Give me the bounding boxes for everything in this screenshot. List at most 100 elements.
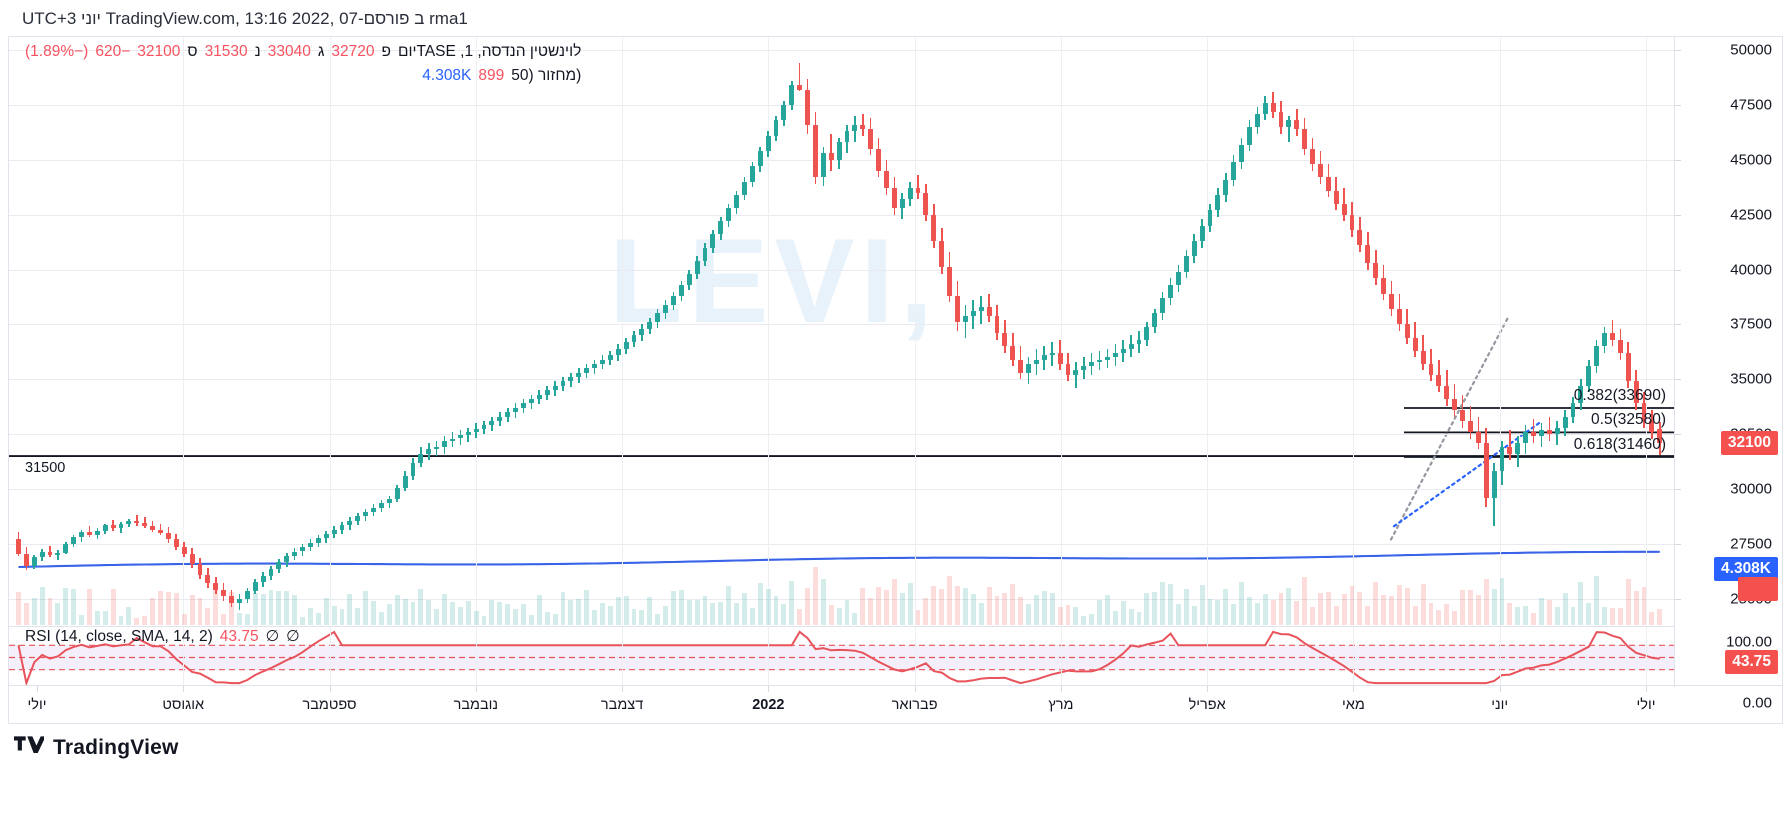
volume-bar (426, 599, 432, 625)
candle-body (371, 507, 376, 512)
volume-badge[interactable]: 4.308K (1714, 557, 1778, 581)
candle-body (670, 295, 676, 305)
volume-bar (1168, 583, 1173, 625)
time-gridline (329, 627, 331, 685)
volume-ma-badge[interactable]: 899 (1738, 577, 1778, 601)
time-tick: יולי (27, 697, 47, 713)
candle-body (426, 449, 432, 454)
rsi-title[interactable]: RSI (14, close, SMA, 14, 2) (25, 628, 213, 645)
candle-body (1128, 344, 1134, 349)
volume-bar (1041, 590, 1047, 625)
price-axis[interactable]: 5000047500450004250040000375003500032500… (1674, 37, 1782, 712)
candle-body (521, 403, 526, 408)
volume-bar (1389, 596, 1394, 625)
volume-bar (102, 611, 108, 625)
high-prefix: ג (317, 43, 325, 60)
candle-body (1175, 271, 1181, 285)
candle-body (1286, 120, 1292, 127)
candle-body (1081, 366, 1087, 371)
candle-body (497, 416, 503, 421)
symbol-label[interactable]: לוינשטין הנדסה, TASE ,1יום (397, 43, 582, 60)
candle-body (205, 574, 211, 584)
volume-bar (962, 587, 968, 625)
time-gridline (1060, 627, 1062, 685)
volume-bar (765, 588, 771, 625)
trendline-gray[interactable] (1389, 314, 1511, 541)
candle-body (55, 552, 61, 555)
volume-bar (726, 585, 732, 625)
candle-body (323, 533, 329, 539)
volume-bar (710, 603, 716, 625)
volume-bar (505, 604, 511, 625)
rsi-value-badge[interactable]: 43.75 (1725, 650, 1778, 675)
candle-body (647, 322, 653, 329)
candle-wick (1611, 320, 1614, 347)
volume-bar (221, 613, 227, 625)
volume-label[interactable]: (מחזור (50 (511, 67, 582, 84)
candle-body (1404, 324, 1410, 338)
volume-bar (805, 587, 810, 625)
price-pane[interactable]: LEVI, 31500 0.382(33690) 0.5(32580) 0.618(3… (9, 37, 1674, 625)
time-tick: יוני (1491, 697, 1509, 713)
candle-body (813, 124, 818, 178)
candle-body (560, 381, 566, 386)
volume-bar (670, 591, 676, 625)
candle-body (1357, 230, 1363, 246)
rsi-extra-2: ∅ (286, 628, 300, 645)
candle-body (655, 313, 661, 323)
last-price-badge[interactable]: 32100 (1720, 430, 1778, 455)
publish-line: rma1 ב פורסם-TradingView.com, 13:16 2022… (22, 9, 468, 28)
volume-bar (126, 606, 132, 625)
support-line-label: 31500 (25, 460, 66, 477)
candle-body (923, 192, 929, 215)
candle-body (1578, 385, 1584, 404)
candle-wick (917, 175, 919, 200)
price-tick-mark (1675, 543, 1681, 545)
time-tick-mark (183, 686, 185, 692)
candle-body (1538, 429, 1544, 437)
candle-body (1554, 427, 1560, 435)
volume-bar (1160, 581, 1166, 625)
time-axis[interactable]: יולי אוגוסט ספטמבר נובמבר דצמבר 2022 פברואר מרץ… (9, 685, 1782, 723)
candle-body (252, 582, 258, 591)
candle-body (726, 208, 732, 222)
volume-bar (1097, 599, 1102, 625)
candle-body (1373, 262, 1379, 279)
candle-body (434, 447, 440, 450)
volume-bar (1175, 603, 1181, 625)
volume-bar (836, 607, 842, 625)
time-gridline (329, 37, 331, 625)
volume-bar (386, 603, 392, 625)
candle-body (986, 306, 992, 316)
candle-wick (1548, 416, 1551, 441)
volume-bar (94, 611, 100, 625)
volume-bar (87, 588, 92, 625)
candle-body (1262, 102, 1268, 114)
price-gridline (9, 50, 1674, 52)
candle-body (1617, 339, 1623, 353)
time-tick-mark (1060, 686, 1062, 692)
volume-bar (394, 595, 400, 625)
time-tick: אפריל (1188, 697, 1226, 713)
candle-body (592, 363, 597, 369)
volume-bar (749, 607, 755, 625)
candle-body (150, 526, 156, 530)
volume-bar (1310, 607, 1316, 625)
volume-bar (1491, 588, 1497, 625)
candle-body (134, 520, 140, 523)
volume-bar (1586, 602, 1592, 625)
time-gridline (475, 627, 477, 685)
volume-bar (1546, 600, 1552, 625)
price-tick: 37500 (1730, 315, 1772, 333)
candle-body (505, 412, 511, 417)
rsi-extra-1: ∅ (265, 628, 280, 645)
candle-body (805, 89, 810, 125)
candle-body (260, 575, 266, 583)
candle-body (947, 267, 953, 296)
candle-body (1310, 148, 1316, 165)
volume-bar (1223, 588, 1229, 625)
volume-bar (323, 597, 329, 625)
time-gridline (622, 627, 624, 685)
volume-bar (379, 611, 384, 625)
open-value: 32720 (331, 43, 375, 60)
